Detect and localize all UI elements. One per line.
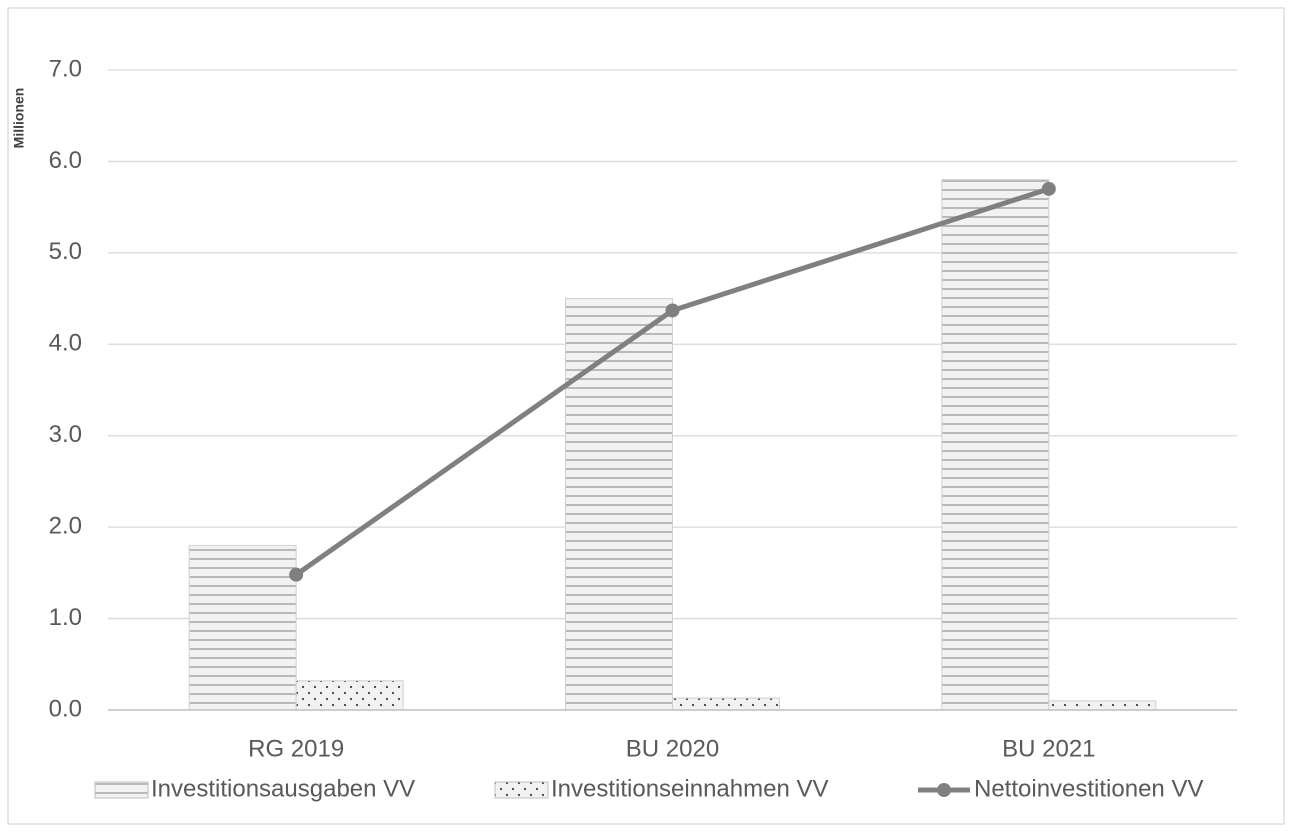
y-tick-label: 3.0 <box>49 421 82 448</box>
legend-label: Nettoinvestitionen VV <box>974 775 1203 802</box>
x-tick-label: BU 2021 <box>1002 735 1095 762</box>
bar <box>1048 700 1157 711</box>
y-tick-label: 7.0 <box>49 55 82 82</box>
bar <box>295 680 404 711</box>
y-tick-label: 5.0 <box>49 238 82 265</box>
bar <box>941 179 1050 711</box>
bar <box>565 298 673 711</box>
marker <box>665 303 680 318</box>
bar <box>672 697 780 711</box>
legend-label: Investitionseinnahmen VV <box>551 775 829 802</box>
x-tick-label: BU 2020 <box>626 735 719 762</box>
x-tick-label: RG 2019 <box>248 735 344 762</box>
y-tick-label: 2.0 <box>49 512 82 539</box>
legend-swatch <box>494 781 549 799</box>
legend-swatch <box>937 783 951 797</box>
legend-label: Investitionsausgaben VV <box>151 775 415 802</box>
y-tick-label: 1.0 <box>49 604 82 631</box>
marker <box>289 567 304 582</box>
legend-swatch <box>94 781 149 799</box>
y-axis-label: Millionen <box>11 88 27 149</box>
y-tick-label: 6.0 <box>49 147 82 174</box>
marker <box>1041 181 1056 196</box>
bar <box>188 544 297 711</box>
y-tick-label: 0.0 <box>49 695 82 722</box>
y-tick-label: 4.0 <box>49 330 82 357</box>
